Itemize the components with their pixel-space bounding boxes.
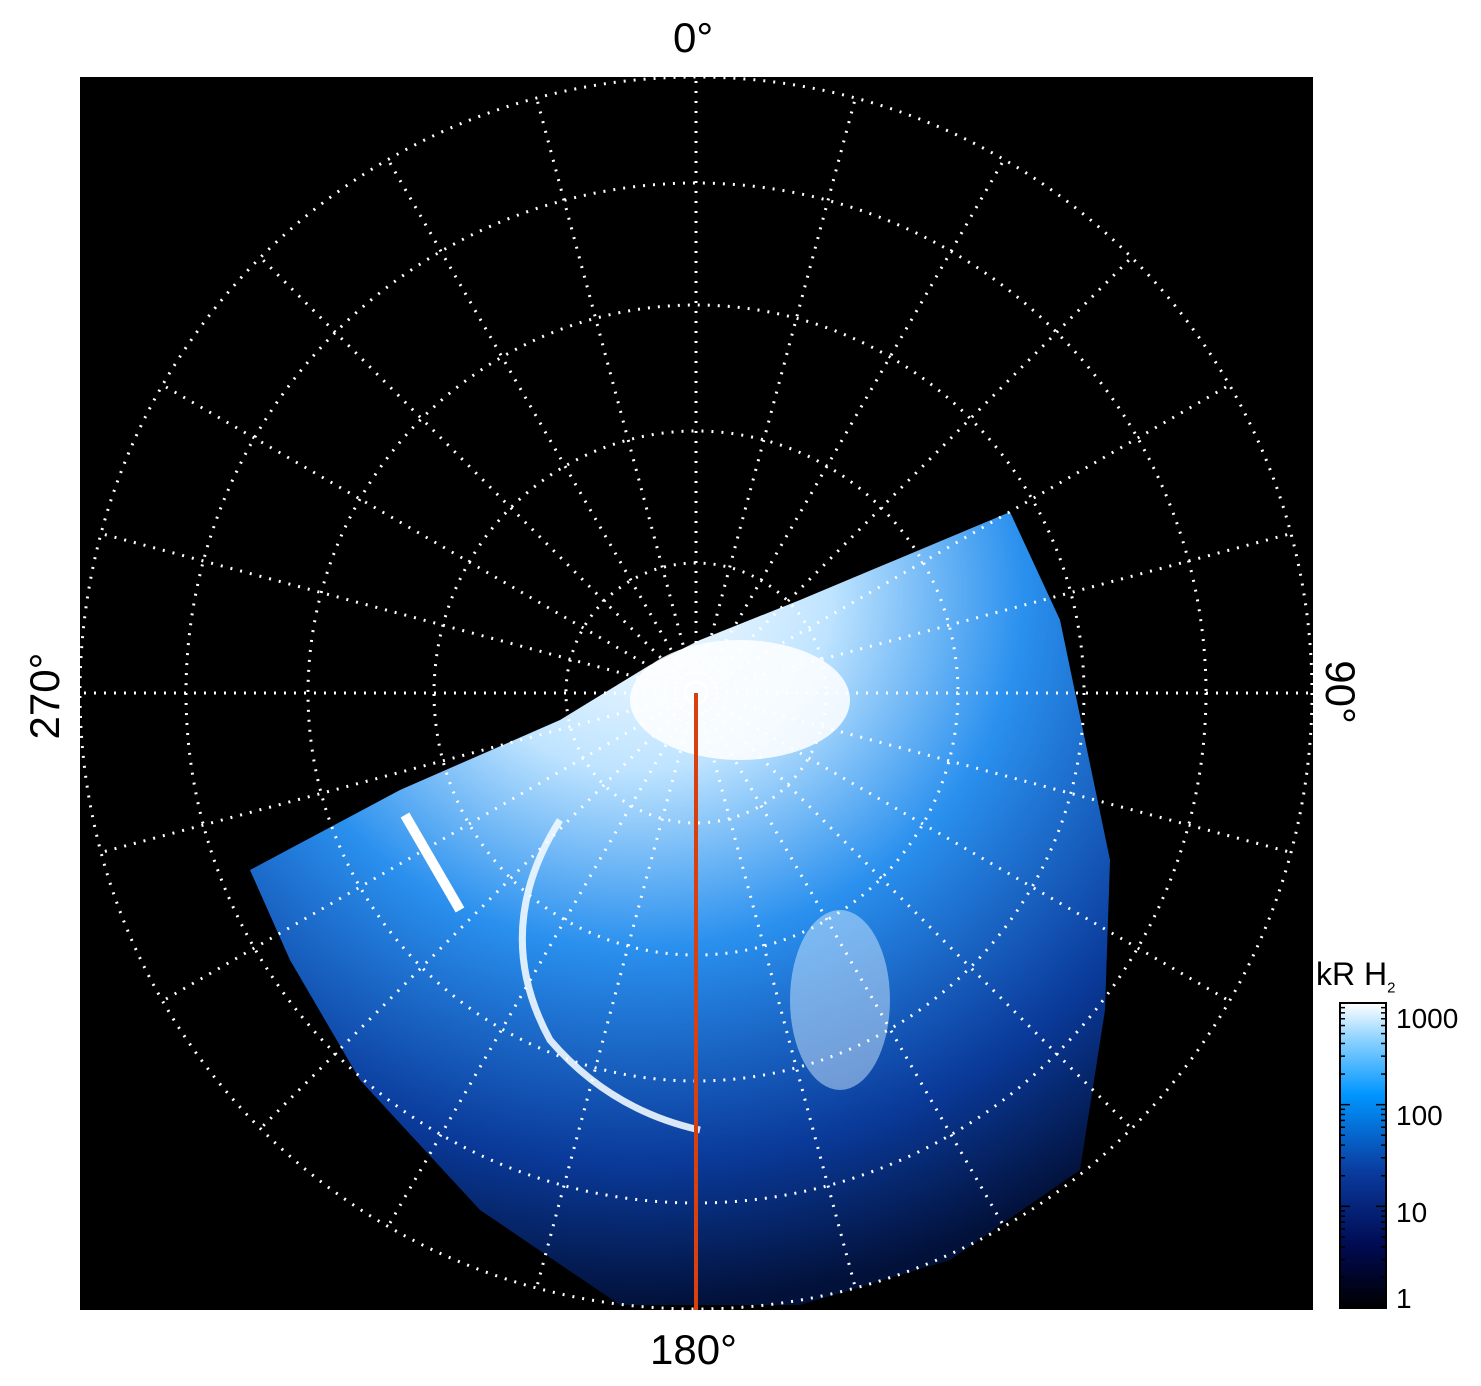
grid-ring (80, 77, 1313, 1310)
aurora-emission-region (250, 512, 1110, 1305)
colorbar-tick-10: 10 (1396, 1197, 1428, 1228)
colorbar-tick-100: 100 (1396, 1100, 1443, 1131)
colorbar-tick-1000: 1000 (1396, 1003, 1459, 1034)
grid-ring (306, 303, 1086, 1083)
colorbar-tick-1: 1 (1396, 1283, 1412, 1314)
main-auroral-oval (518, 818, 701, 1134)
angle-label-left: 270° (21, 652, 68, 740)
angle-label-bottom: 180° (650, 1326, 737, 1373)
colorbar-title: kR H2 (1316, 956, 1395, 996)
colorbar (1339, 1002, 1387, 1309)
polar-emission (790, 910, 890, 1090)
colorbar-label-subscript: 2 (1387, 979, 1396, 997)
angle-label-right: 90° (1317, 660, 1364, 724)
bright-emission-cusp (630, 640, 850, 760)
colorbar-label: kR H (1316, 956, 1388, 992)
auroral-arc-west (400, 812, 465, 913)
angle-label-top: 0° (673, 14, 714, 61)
colorbar-ticks (1340, 1006, 1386, 1309)
